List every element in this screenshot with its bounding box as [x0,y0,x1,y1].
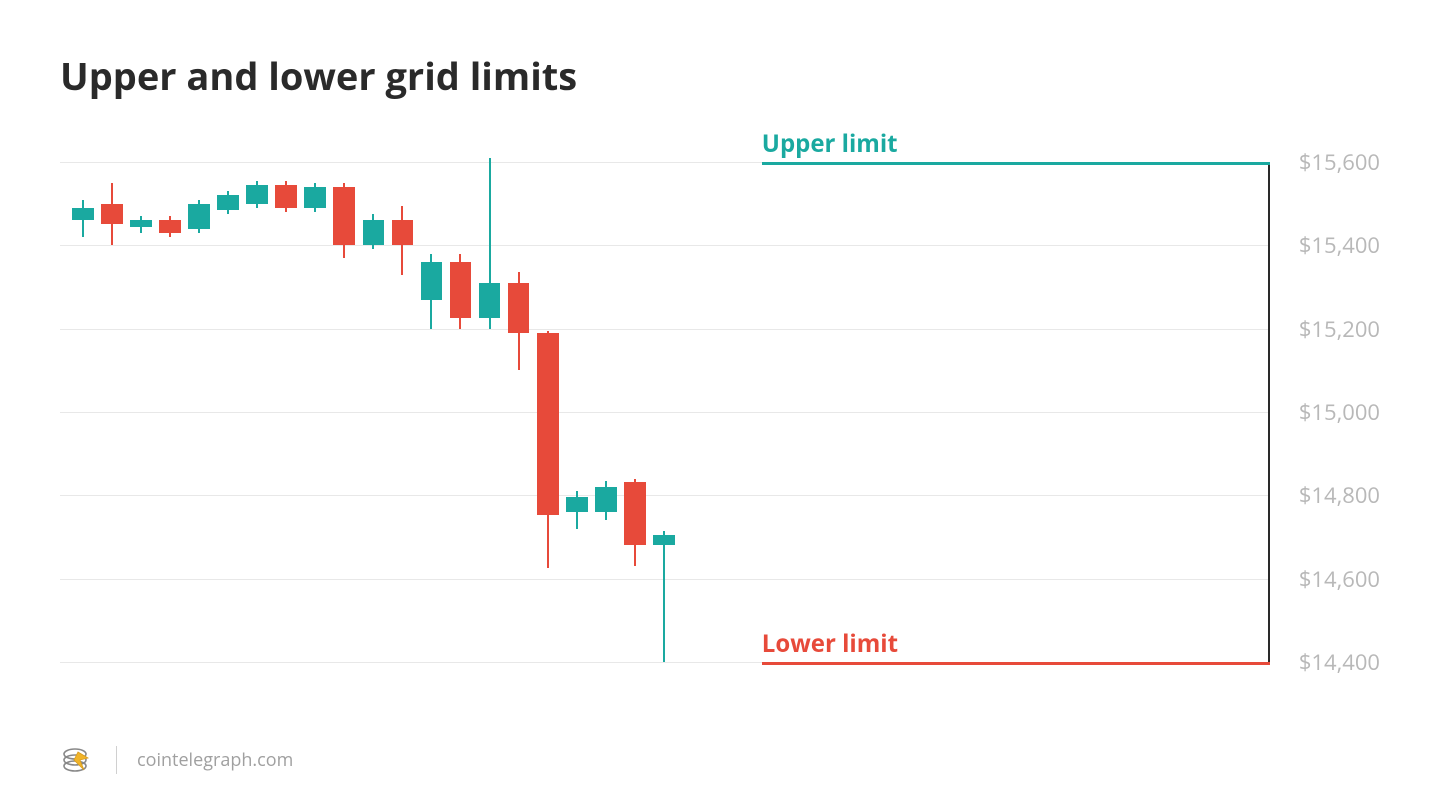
candle-body [508,283,530,333]
candle-body [537,333,559,516]
y-tick-label: $14,600 [1299,564,1380,594]
candle-body [101,204,123,225]
footer: cointelegraph.com [60,742,293,778]
candle [450,162,472,662]
candle [363,162,385,662]
y-axis-labels: $15,600$15,400$15,200$15,000$14,800$14,6… [1280,162,1380,662]
candle-body [217,195,239,210]
candle [275,162,297,662]
candle [566,162,588,662]
y-tick-label: $14,800 [1299,480,1380,510]
y-tick-label: $15,400 [1299,230,1380,260]
candle-body [333,187,355,245]
candle-body [392,220,414,245]
candle-body [275,185,297,208]
candle [479,162,501,662]
candle [392,162,414,662]
candle [653,162,675,662]
candle-body [304,187,326,208]
candle [72,162,94,662]
candle [537,162,559,662]
candle-body [159,220,181,233]
candle [246,162,268,662]
y-tick-label: $15,600 [1299,147,1380,177]
y-tick-label: $14,400 [1299,647,1380,677]
candle [333,162,355,662]
candle [130,162,152,662]
y-tick-label: $15,200 [1299,314,1380,344]
candle [624,162,646,662]
upper-limit-label: Upper limit [762,127,898,160]
candle-body [421,262,443,300]
candle-body [566,497,588,512]
candle-body [188,204,210,229]
candle-body [363,220,385,245]
footer-site-text: cointelegraph.com [137,748,293,772]
candle [159,162,181,662]
candlestick-series [60,162,1270,662]
candle-body [130,220,152,226]
candle-wick [663,531,665,662]
candle-body [624,482,646,545]
footer-divider [116,746,117,774]
candle [217,162,239,662]
candle [508,162,530,662]
chart-area: $15,600$15,400$15,200$15,000$14,800$14,6… [60,162,1270,662]
candle [595,162,617,662]
y-tick-label: $15,000 [1299,397,1380,427]
chart-title: Upper and lower grid limits [60,50,1390,102]
candle-body [72,208,94,221]
candle [421,162,443,662]
candle [101,162,123,662]
candle-body [595,487,617,512]
candle-body [653,535,675,545]
candle-body [479,283,501,318]
candle-body [246,185,268,204]
lower-limit-line [762,662,1270,665]
candle-body [450,262,472,318]
candle [188,162,210,662]
candle [304,162,326,662]
cointelegraph-logo-icon [60,742,96,778]
